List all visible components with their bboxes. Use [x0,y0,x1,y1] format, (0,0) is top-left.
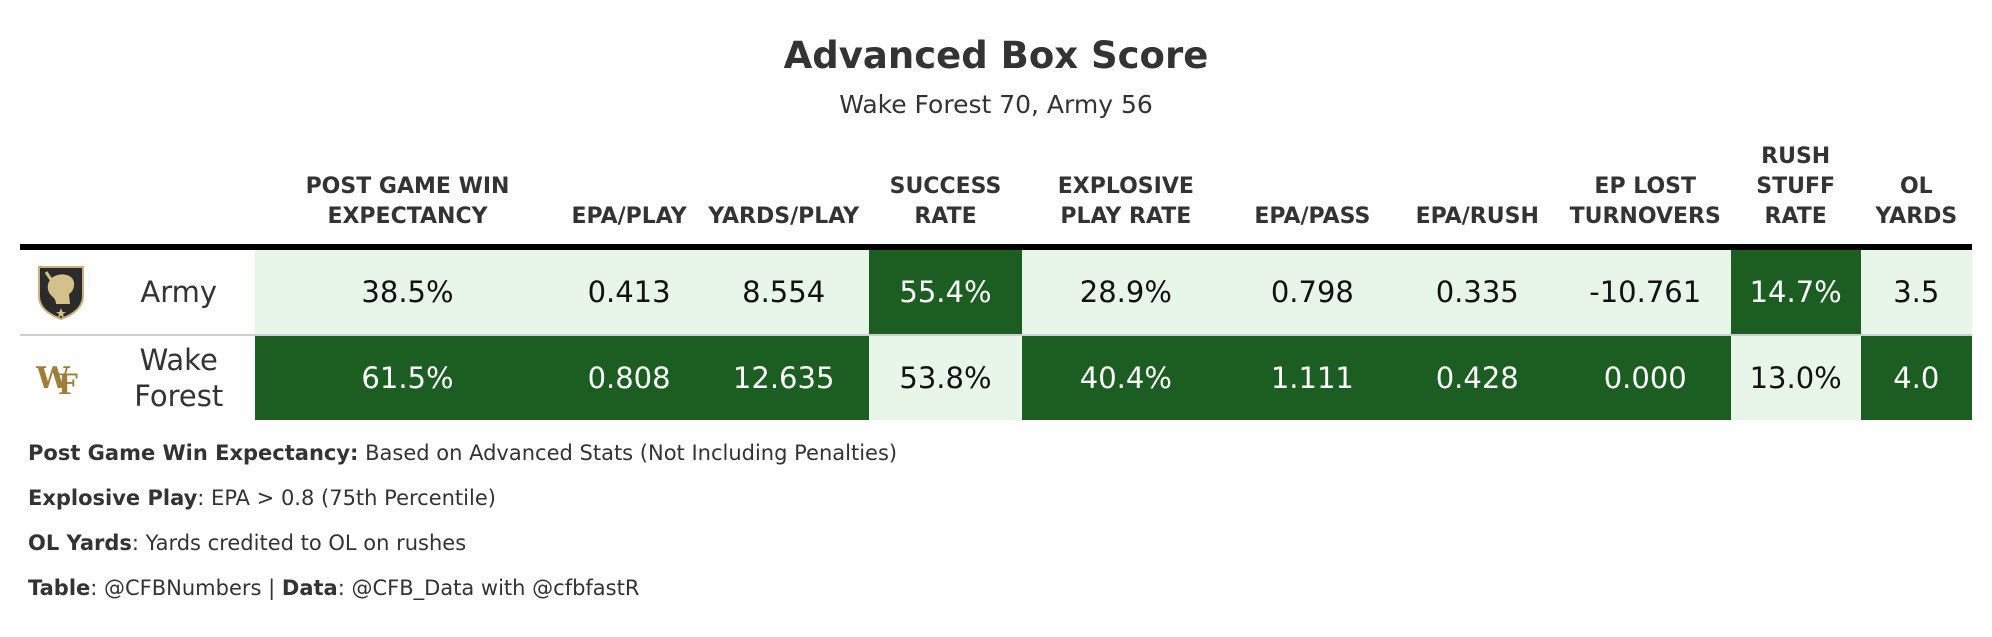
header-post-game-win-expectancy: POST GAME WIN EXPECTANCY [254,142,561,250]
table-title: Advanced Box Score [783,34,1209,77]
footnote-label: Explosive Play [28,486,198,510]
header-explosive-play-rate: EXPLOSIVE PLAY RATE [1021,142,1230,250]
cell-yards-play: 8.554 [698,247,870,336]
footnote-label: Table [28,576,91,600]
advanced-box-score-table: POST GAME WIN EXPECTANCY EPA/PLAY YARDS/… [20,142,1972,420]
header-ol-yards: OL YARDS [1860,142,1972,250]
cell-epa-rush: 0.428 [1394,335,1560,420]
footnote-text: : EPA > 0.8 (75th Percentile) [197,486,496,510]
header-team [102,142,255,250]
header-logo [20,142,103,250]
cell-ol-yards: 3.5 [1860,247,1972,336]
header-epa-pass: EPA/PASS [1229,142,1395,250]
cell-success-rate: 55.4% [869,247,1022,336]
svg-text:F: F [58,368,78,401]
cell-rush-stuff-rate: 14.7% [1730,247,1861,336]
team-logo-cell: W F [20,335,102,420]
team-name: Wake Forest [134,343,224,413]
team-logo-cell [20,247,103,336]
header-ep-lost-turnovers: EP LOST TURNOVERS [1559,142,1731,250]
svg-text:W: W [36,361,71,396]
footnote-text: : Yards credited to OL on rushes [131,531,467,555]
table-subtitle: Wake Forest 70, Army 56 [839,90,1153,119]
footnote-ol-yards: OL Yards: Yards credited to OL on rushes [28,528,897,573]
cell-win-expectancy: 38.5% [254,247,561,336]
cell-yards-play: 12.635 [698,335,870,420]
header-epa-play: EPA/PLAY [560,142,699,250]
header-yards-play: YARDS/PLAY [698,142,870,250]
army-black-knights-logo-icon [38,266,85,320]
cell-ep-lost-turnovers: 0.000 [1559,335,1731,420]
header-success-rate: SUCCESS RATE [869,142,1022,250]
cell-ep-lost-turnovers: -10.761 [1559,247,1731,336]
cell-ol-yards: 4.0 [1860,335,1972,420]
cell-rush-stuff-rate: 13.0% [1730,335,1861,420]
footnotes: Post Game Win Expectancy: Based on Advan… [28,438,897,618]
cell-epa-play: 0.413 [560,247,699,336]
header-rush-stuff-rate: RUSH STUFF RATE [1730,142,1861,250]
footnote-label: Data [281,576,338,600]
cell-epa-rush: 0.335 [1394,247,1560,336]
table-row: W F Wake Forest 61.5% 0.808 12.635 53.8%… [20,335,1972,420]
cell-explosive-play-rate: 28.9% [1021,247,1230,336]
footnote-text: : @CFBNumbers | [90,576,282,600]
wake-forest-wf-logo-icon: W F [36,361,78,401]
cell-win-expectancy: 61.5% [254,335,561,420]
cell-explosive-play-rate: 40.4% [1021,335,1230,420]
footnote-win-expectancy: Post Game Win Expectancy: Based on Advan… [28,438,897,483]
cell-epa-play: 0.808 [560,335,699,420]
cell-epa-pass: 0.798 [1229,247,1395,336]
cell-success-rate: 53.8% [869,335,1022,420]
header-epa-rush: EPA/RUSH [1394,142,1560,250]
header-row: POST GAME WIN EXPECTANCY EPA/PLAY YARDS/… [20,142,1972,250]
footnote-credits: Table: @CFBNumbers | Data: @CFB_Data wit… [28,573,897,618]
footnote-text: Based on Advanced Stats (Not Including P… [358,441,898,465]
table-row: Army 38.5% 0.413 8.554 55.4% 28.9% 0.798… [20,247,1972,336]
team-name: Army [102,247,255,336]
footnote-text: : @CFB_Data with @cfbfastR [337,576,640,600]
footnote-label: OL Yards [28,531,132,555]
cell-epa-pass: 1.111 [1229,335,1395,420]
footnote-label: Post Game Win Expectancy: [28,441,359,465]
footnote-explosive-play: Explosive Play: EPA > 0.8 (75th Percenti… [28,483,897,528]
